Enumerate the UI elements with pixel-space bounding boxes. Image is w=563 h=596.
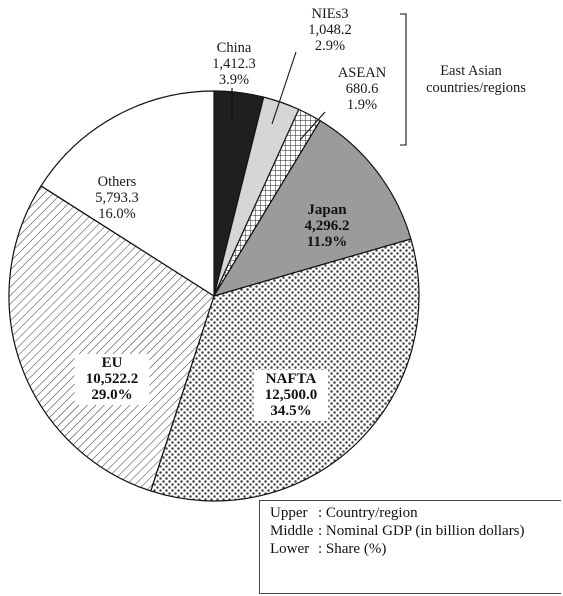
slice-label-nies3-name: NIEs3 <box>311 6 348 22</box>
pie-slice-eu <box>8 185 215 492</box>
slice-label-others-share-text: 16.0% <box>98 206 135 222</box>
slice-label-asean-value-text: 680.6 <box>346 81 379 97</box>
asean-leader-line <box>299 111 326 141</box>
slice-label-nies3-share-text: 2.9% <box>315 38 345 54</box>
east-asia-label-line1: East Asian <box>440 63 502 79</box>
legend-key-middle: Middle <box>270 523 314 539</box>
legend-row-middle: Middle: Nominal GDP (in billion dollars) <box>270 523 525 539</box>
legend-key-upper: Upper <box>270 505 308 521</box>
slice-label-others-name: Others <box>98 174 137 190</box>
legend-key-lower: Lower <box>270 541 310 557</box>
slice-label-bg-nafta <box>253 370 329 421</box>
slice-label-japan-share-text: 11.9% <box>307 234 347 250</box>
legend-text-lower: Share (%) <box>325 541 387 557</box>
pie-slice-others <box>40 90 215 298</box>
legend: Upper: Country/region Middle: Nominal GD… <box>259 500 561 594</box>
east-asia-label-line2: countries/regions <box>426 80 526 96</box>
slice-label-nafta-name: NAFTA <box>266 371 317 387</box>
nies3-leader-line <box>271 51 297 125</box>
slice-label-china-share-text: 3.9% <box>219 72 249 88</box>
slice-label-bg-eu <box>74 354 150 405</box>
slice-label-eu-name: EU <box>102 355 123 371</box>
slice-label-nies3-value-text: 1,048.2 <box>308 22 352 38</box>
slice-label-eu-share-text: 29.0% <box>91 387 132 403</box>
legend-row-lower: Lower: Share (%) <box>270 541 387 557</box>
legend-row-upper: Upper: Country/region <box>270 505 418 521</box>
slice-label-asean-share-text: 1.9% <box>347 97 377 113</box>
slice-label-china-value-text: 1,412.3 <box>212 56 256 72</box>
legend-text-upper: Country/region <box>325 505 418 521</box>
slice-label-nafta-share-text: 34.5% <box>270 403 311 419</box>
slice-label-eu-value-text: 10,522.2 <box>86 371 139 387</box>
pie-slice-nafta <box>149 238 420 502</box>
east-asia-bracket <box>400 13 407 146</box>
legend-text-middle: Nominal GDP (in billion dollars) <box>325 523 525 539</box>
slice-label-japan-name: Japan <box>307 202 347 218</box>
slice-label-bg-japan <box>293 201 361 252</box>
slice-label-china-name: China <box>217 40 252 56</box>
slice-label-japan-value-text: 4,296.2 <box>305 218 350 234</box>
slice-label-others-value-text: 5,793.3 <box>95 190 139 206</box>
slice-label-nafta-value-text: 12,500.0 <box>265 387 318 403</box>
slice-label-asean-name: ASEAN <box>338 65 387 81</box>
